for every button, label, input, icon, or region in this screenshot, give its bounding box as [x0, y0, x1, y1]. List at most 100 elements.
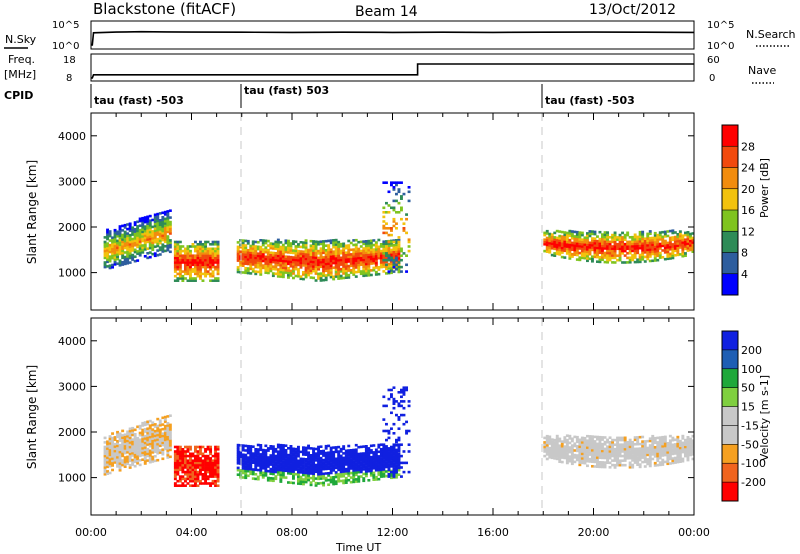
- power-cell: [329, 257, 333, 261]
- velocity-cell: [591, 442, 594, 445]
- velocity-cell: [254, 459, 258, 462]
- power-cell: [246, 262, 250, 266]
- power-cell: [352, 271, 356, 274]
- velocity-cell: [319, 475, 323, 478]
- velocity-cell: [281, 462, 285, 465]
- power-cell: [254, 249, 258, 253]
- velocity-cell: [191, 479, 195, 483]
- velocity-cell: [390, 457, 393, 460]
- power-cell: [681, 241, 685, 244]
- velocity-cell: [638, 451, 642, 455]
- power-cell: [274, 252, 278, 255]
- velocity-cell: [337, 461, 341, 465]
- velocity-cell: [201, 466, 205, 469]
- velocity-cell: [108, 464, 112, 468]
- power-cell: [128, 227, 132, 230]
- power-cell: [251, 245, 255, 248]
- velocity-cell: [178, 452, 182, 456]
- velocity-colorbar-swatch: [722, 463, 738, 483]
- velocity-cell: [146, 436, 150, 440]
- power-cell: [553, 247, 557, 251]
- velocity-cell: [565, 438, 569, 442]
- velocity-cell: [211, 473, 215, 476]
- power-cell: [161, 218, 165, 221]
- velocity-cell: [596, 449, 599, 452]
- power-cell: [133, 221, 137, 224]
- power-cell: [131, 226, 135, 229]
- power-cell: [166, 239, 170, 243]
- velocity-cell: [204, 463, 208, 467]
- velocity-cell: [241, 476, 245, 479]
- power-cell: [214, 258, 218, 262]
- power-cell: [158, 219, 162, 222]
- power-cell: [349, 248, 353, 252]
- power-cell: [405, 217, 409, 221]
- power-cell: [294, 274, 298, 278]
- power-cell: [271, 258, 275, 262]
- velocity-cell: [204, 479, 208, 483]
- power-cell: [678, 230, 682, 233]
- power-cell: [141, 228, 145, 231]
- velocity-cell: [156, 449, 160, 453]
- velocity-cell: [334, 459, 338, 463]
- power-cell: [603, 244, 607, 248]
- power-cell: [211, 270, 215, 273]
- velocity-cell: [106, 465, 110, 469]
- power-cell: [178, 263, 182, 267]
- velocity-cell: [254, 468, 258, 472]
- power-cell: [266, 255, 270, 259]
- velocity-cell: [254, 452, 258, 456]
- power-cell: [148, 239, 152, 243]
- velocity-cell: [118, 466, 122, 470]
- velocity-cell: [618, 448, 622, 451]
- power-cell: [108, 266, 112, 270]
- freq-frame: [90, 53, 695, 82]
- velocity-colorbar-label: Velocity [m s-1]: [758, 375, 771, 461]
- velocity-cell: [593, 442, 597, 445]
- velocity-cell: [236, 443, 240, 447]
- power-cell: [256, 252, 260, 255]
- power-cell: [608, 247, 612, 250]
- velocity-cell: [684, 445, 687, 449]
- power-cell: [287, 276, 290, 279]
- velocity-cell: [181, 470, 185, 474]
- power-cell: [395, 243, 398, 247]
- velocity-cell: [194, 463, 197, 467]
- velocity-cell: [578, 461, 582, 464]
- power-cell: [616, 254, 620, 257]
- velocity-cell: [118, 459, 122, 463]
- velocity-cell: [287, 465, 290, 468]
- power-cell: [196, 263, 200, 267]
- velocity-cell: [299, 462, 303, 465]
- power-cell: [204, 258, 208, 262]
- velocity-cell: [294, 459, 298, 462]
- velocity-cell: [329, 467, 333, 470]
- velocity-cell: [568, 457, 572, 461]
- velocity-cell: [266, 460, 270, 464]
- power-cell: [279, 252, 283, 256]
- velocity-cell: [317, 445, 321, 449]
- power-cell: [209, 261, 213, 264]
- power-cell: [558, 244, 562, 247]
- power-cell: [319, 258, 323, 262]
- nsearch-label: N.Search: [746, 28, 796, 41]
- velocity-cell: [143, 437, 147, 440]
- velocity-cell: [141, 458, 145, 461]
- velocity-cell: [658, 456, 662, 460]
- power-cell: [390, 244, 393, 247]
- velocity-cell: [191, 470, 195, 474]
- velocity-cell: [123, 435, 127, 439]
- power-cell: [686, 233, 690, 236]
- velocity-cell: [168, 444, 172, 447]
- power-cell: [216, 256, 220, 260]
- velocity-colorbar-tick-label: -50: [741, 438, 759, 451]
- power-cell: [339, 267, 343, 271]
- power-cell: [678, 237, 682, 240]
- power-cell: [558, 230, 562, 233]
- velocity-cell: [186, 468, 190, 472]
- velocity-cell: [385, 458, 388, 462]
- velocity-cell: [148, 429, 152, 432]
- power-cell: [362, 247, 366, 250]
- velocity-cell: [678, 444, 682, 447]
- power-cell: [204, 274, 208, 278]
